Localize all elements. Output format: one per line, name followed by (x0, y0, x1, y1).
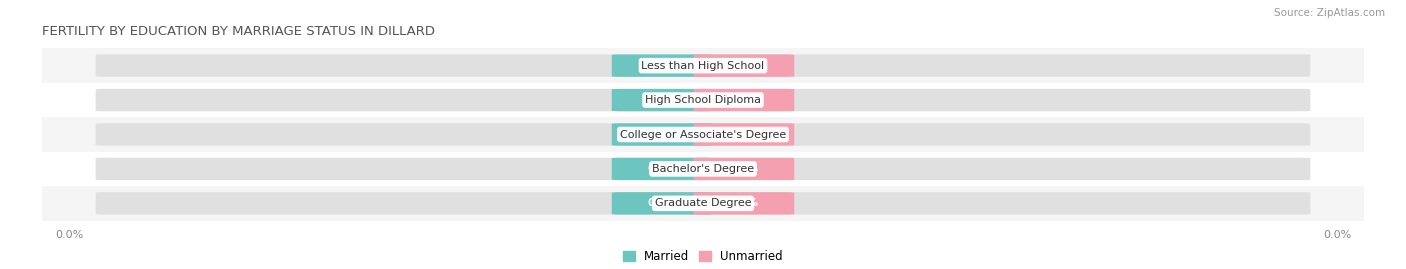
Bar (42, 48, 1364, 83)
FancyBboxPatch shape (96, 158, 1310, 180)
FancyBboxPatch shape (612, 123, 713, 146)
FancyBboxPatch shape (693, 123, 794, 146)
Bar (42, 152, 1364, 186)
Text: 0.0%: 0.0% (648, 129, 676, 140)
Legend: Married, Unmarried: Married, Unmarried (623, 250, 783, 263)
Text: High School Diploma: High School Diploma (645, 95, 761, 105)
Text: 0.0%: 0.0% (730, 95, 758, 105)
Text: College or Associate's Degree: College or Associate's Degree (620, 129, 786, 140)
FancyBboxPatch shape (693, 192, 794, 215)
FancyBboxPatch shape (693, 158, 794, 180)
Bar (42, 186, 1364, 221)
Text: 0.0%: 0.0% (730, 61, 758, 71)
FancyBboxPatch shape (96, 123, 1310, 146)
FancyBboxPatch shape (693, 89, 794, 111)
Bar (42, 83, 1364, 117)
Text: 0.0%: 0.0% (648, 164, 676, 174)
Text: 0.0%: 0.0% (648, 95, 676, 105)
Text: 0.0%: 0.0% (648, 61, 676, 71)
Bar (42, 117, 1364, 152)
Text: Bachelor's Degree: Bachelor's Degree (652, 164, 754, 174)
Text: 0.0%: 0.0% (730, 198, 758, 208)
Text: Source: ZipAtlas.com: Source: ZipAtlas.com (1274, 8, 1385, 18)
Text: 0.0%: 0.0% (55, 229, 83, 239)
Text: Graduate Degree: Graduate Degree (655, 198, 751, 208)
FancyBboxPatch shape (612, 192, 713, 215)
FancyBboxPatch shape (612, 54, 713, 77)
Text: 0.0%: 0.0% (648, 198, 676, 208)
Text: Less than High School: Less than High School (641, 61, 765, 71)
Text: 0.0%: 0.0% (730, 129, 758, 140)
Text: 0.0%: 0.0% (730, 164, 758, 174)
FancyBboxPatch shape (612, 89, 713, 111)
FancyBboxPatch shape (96, 89, 1310, 111)
FancyBboxPatch shape (612, 158, 713, 180)
Text: 0.0%: 0.0% (1323, 229, 1351, 239)
FancyBboxPatch shape (96, 54, 1310, 77)
FancyBboxPatch shape (96, 192, 1310, 215)
FancyBboxPatch shape (693, 54, 794, 77)
Text: FERTILITY BY EDUCATION BY MARRIAGE STATUS IN DILLARD: FERTILITY BY EDUCATION BY MARRIAGE STATU… (42, 24, 436, 38)
